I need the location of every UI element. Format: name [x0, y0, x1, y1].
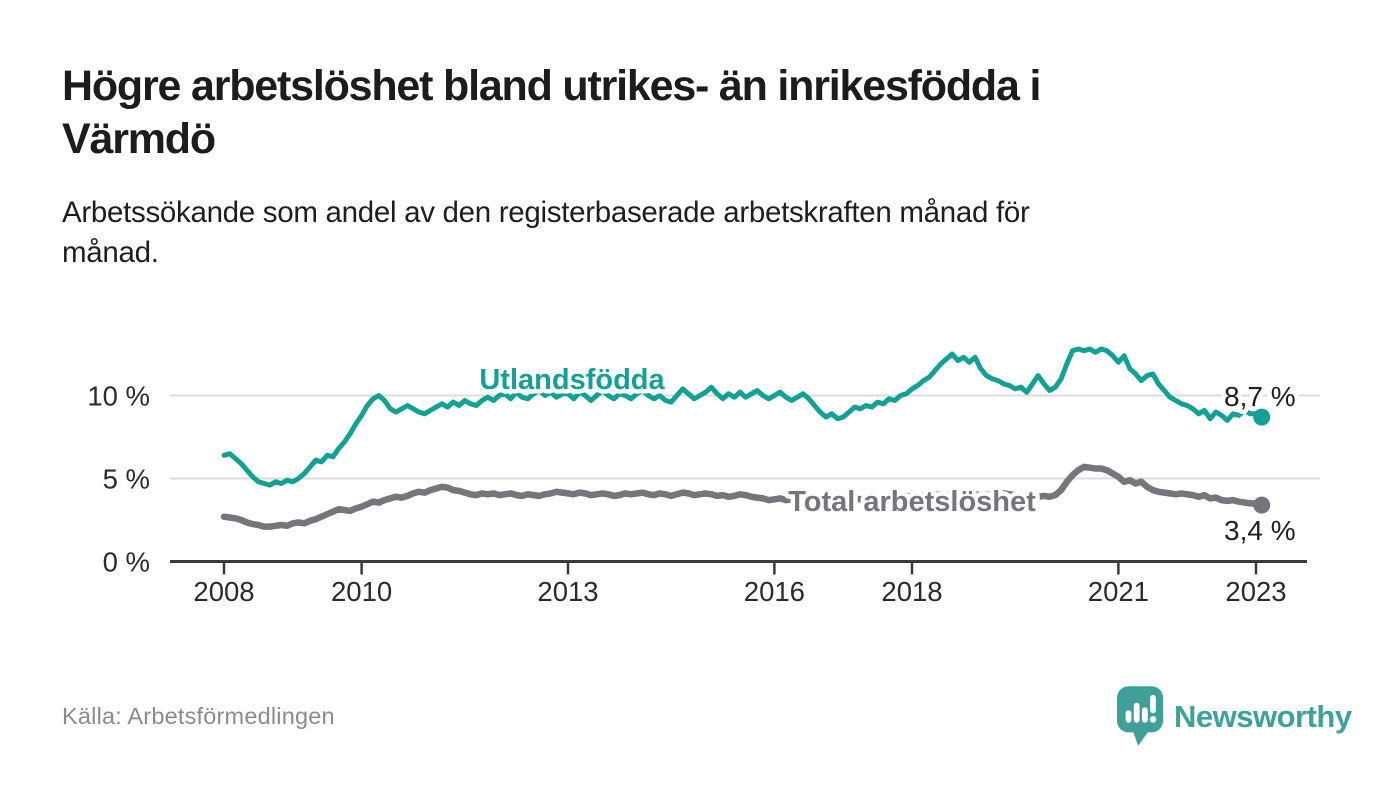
- page-subtitle-line1: Arbetssökande som andel av den registerb…: [62, 196, 1030, 229]
- source-note: Källa: Arbetsförmedlingen: [62, 703, 335, 729]
- end-value-label-utlandsfodda: 8,7 %: [1224, 381, 1296, 412]
- x-tick-label-2008: 2008: [193, 576, 254, 607]
- bar-2: [1133, 702, 1140, 723]
- exclamation-dot: [1149, 716, 1157, 723]
- end-value-label-total: 3,4 %: [1224, 515, 1296, 546]
- series-label-utlandsfodda: Utlandsfödda: [479, 364, 665, 396]
- x-tick-label-2018: 2018: [881, 576, 942, 607]
- y-tick-label-5: 5 %: [103, 464, 150, 495]
- page-title: Högre arbetslöshet bland utrikes- än inr…: [62, 60, 1342, 166]
- series-label-total-arbetsloshet: Total arbetslöshet: [788, 486, 1036, 518]
- page-title-line1: Högre arbetslöshet bland utrikes- än inr…: [62, 62, 1041, 110]
- x-tick-label-2023: 2023: [1225, 576, 1286, 607]
- newsworthy-logo: Newsworthy: [1117, 686, 1352, 748]
- series-line-utlandsfodda: [221, 346, 1265, 488]
- exclamation-stem: [1150, 694, 1156, 714]
- y-tick-label-10: 10 %: [87, 381, 150, 412]
- bar-1: [1125, 710, 1132, 723]
- speech-bubble-shape: [1117, 686, 1164, 746]
- x-axis-labels: 2008 2010 2013 2016 2018 2021 2023: [193, 576, 1286, 607]
- x-tick-label-2016: 2016: [744, 576, 805, 607]
- series-end-dot-utlandsfodda: [1253, 408, 1271, 426]
- newsworthy-logo-text: Newsworthy: [1174, 699, 1352, 734]
- page-subtitle: Arbetssökande som andel av den registerb…: [62, 193, 1322, 273]
- page-title-line2: Värmdö: [62, 115, 216, 163]
- series-end-dot-total: [1253, 496, 1271, 514]
- bar-3: [1141, 707, 1148, 723]
- page-subtitle-line2: månad.: [62, 236, 159, 269]
- y-tick-label-0: 0 %: [103, 547, 150, 578]
- series-line-total-arbetsloshet: [220, 463, 1265, 530]
- x-tick-label-2013: 2013: [537, 576, 598, 607]
- y-axis-labels: 0 % 5 % 10 %: [87, 381, 150, 578]
- x-tick-label-2010: 2010: [331, 576, 392, 607]
- x-tick-label-2021: 2021: [1088, 576, 1149, 607]
- newsworthy-logo-icon: [1117, 686, 1164, 746]
- x-axis-ticks: [222, 561, 1258, 575]
- gridlines: [170, 394, 1320, 480]
